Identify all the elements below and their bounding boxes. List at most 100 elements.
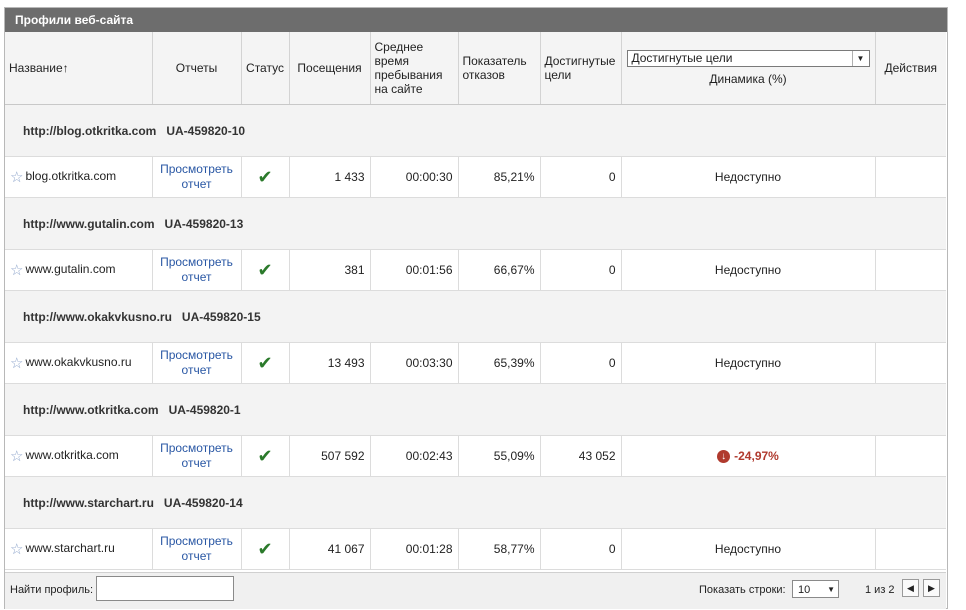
status-cell: ✔ bbox=[241, 435, 290, 477]
checkmark-icon: ✔ bbox=[257, 445, 273, 466]
checkmark-icon: ✔ bbox=[257, 166, 273, 187]
column-header-name[interactable]: Название↑ bbox=[5, 32, 153, 105]
column-header-avg-time[interactable]: Среднее время пребывания на сайте bbox=[370, 32, 459, 105]
profile-name-cell: ☆ www.starchart.ru bbox=[5, 528, 153, 570]
actions-cell bbox=[875, 435, 946, 477]
bounce-cell: 65,39% bbox=[458, 342, 541, 384]
avg-time-cell: 00:03:30 bbox=[370, 342, 459, 384]
dynamics-value: -24,97% bbox=[734, 448, 779, 463]
name-header-label: Название bbox=[9, 61, 63, 75]
profile-name: www.starchart.ru bbox=[25, 541, 115, 556]
dynamics-cell: Недоступно bbox=[621, 249, 876, 291]
view-report-link[interactable]: Просмотреть отчет bbox=[152, 342, 242, 384]
checkmark-icon: ✔ bbox=[257, 259, 273, 280]
visits-cell: 507 592 bbox=[289, 435, 371, 477]
visits-cell: 381 bbox=[289, 249, 371, 291]
bounce-cell: 58,77% bbox=[458, 528, 541, 570]
group-url: http://www.gutalin.com bbox=[23, 216, 155, 231]
status-cell: ✔ bbox=[241, 156, 290, 198]
pagination-info: 1 из 2 bbox=[865, 584, 895, 596]
checkmark-icon: ✔ bbox=[257, 538, 273, 559]
avg-time-cell: 00:00:30 bbox=[370, 156, 459, 198]
search-profile-input[interactable] bbox=[96, 576, 234, 601]
actions-cell bbox=[875, 249, 946, 291]
metric-select[interactable]: Достигнутые цели ▼ bbox=[626, 50, 870, 67]
star-icon[interactable]: ☆ bbox=[10, 262, 24, 279]
account-id: UA-459820-13 bbox=[164, 216, 244, 231]
visits-cell: 41 067 bbox=[289, 528, 371, 570]
table-row: ☆ www.otkritka.com Просмотреть отчет ✔ 50… bbox=[5, 435, 946, 477]
visits-cell: 1 433 bbox=[289, 156, 371, 198]
chevron-right-icon: ▶ bbox=[928, 583, 935, 593]
column-header-actions: Действия bbox=[875, 32, 946, 105]
profile-group-row: http://www.okakvkusno.ru UA-459820-15 bbox=[5, 290, 946, 343]
goals-cell: 0 bbox=[540, 342, 622, 384]
profile-name-cell: ☆ www.gutalin.com bbox=[5, 249, 153, 291]
profile-group-row: http://www.starchart.ru UA-459820-14 bbox=[5, 476, 946, 529]
dynamics-cell: Недоступно bbox=[621, 156, 876, 198]
avg-time-cell: 00:02:43 bbox=[370, 435, 459, 477]
column-header-dynamics: Достигнутые цели ▼ Динамика (%) bbox=[621, 32, 876, 105]
search-profile-label: Найти профиль: bbox=[10, 584, 94, 596]
profile-name-cell: ☆ blog.otkritka.com bbox=[5, 156, 153, 198]
bounce-cell: 66,67% bbox=[458, 249, 541, 291]
dynamics-cell: Недоступно bbox=[621, 528, 876, 570]
next-page-button[interactable]: ▶ bbox=[923, 579, 940, 597]
goals-cell: 0 bbox=[540, 249, 622, 291]
star-icon[interactable]: ☆ bbox=[10, 169, 24, 186]
table-row: ☆ blog.otkritka.com Просмотреть отчет ✔ 1… bbox=[5, 156, 946, 198]
column-header-visits[interactable]: Посещения bbox=[289, 32, 371, 105]
profile-name-cell: ☆ www.okakvkusno.ru bbox=[5, 342, 153, 384]
rows-per-page-select[interactable]: 10 ▼ bbox=[792, 580, 839, 598]
view-report-link[interactable]: Просмотреть отчет bbox=[152, 156, 242, 198]
column-header-goals[interactable]: Достигнутые цели bbox=[540, 32, 622, 105]
column-header-status: Статус bbox=[241, 32, 290, 105]
status-cell: ✔ bbox=[241, 342, 290, 384]
goals-cell: 0 bbox=[540, 156, 622, 198]
dynamics-cell: Недоступно bbox=[621, 342, 876, 384]
profile-group-header: http://blog.otkritka.com UA-459820-10 bbox=[5, 104, 946, 157]
goals-cell: 43 052 bbox=[540, 435, 622, 477]
group-url: http://www.okakvkusno.ru bbox=[23, 309, 172, 324]
star-icon[interactable]: ☆ bbox=[10, 541, 24, 558]
dynamics-cell: ↓ -24,97% bbox=[621, 435, 876, 477]
table-row: ☆ www.gutalin.com Просмотреть отчет ✔ 381… bbox=[5, 249, 946, 291]
view-report-link[interactable]: Просмотреть отчет bbox=[152, 249, 242, 291]
table-footer: Найти профиль: Показать строки: 10 ▼ 1 и… bbox=[5, 572, 946, 609]
profile-group-row: http://www.otkritka.com UA-459820-1 bbox=[5, 383, 946, 436]
bounce-cell: 85,21% bbox=[458, 156, 541, 198]
chevron-left-icon: ◀ bbox=[907, 583, 914, 593]
account-id: UA-459820-14 bbox=[163, 495, 243, 510]
view-report-link[interactable]: Просмотреть отчет bbox=[152, 528, 242, 570]
arrow-down-icon: ↓ bbox=[717, 450, 731, 464]
dynamics-label: Динамика (%) bbox=[709, 72, 787, 86]
status-cell: ✔ bbox=[241, 249, 290, 291]
column-header-bounce[interactable]: Показатель отказов bbox=[458, 32, 541, 105]
profile-group-header: http://www.okakvkusno.ru UA-459820-15 bbox=[5, 290, 946, 343]
account-id: UA-459820-15 bbox=[181, 309, 261, 324]
chevron-down-icon: ▼ bbox=[851, 51, 869, 66]
profiles-panel: Профили веб-сайта Название↑ Отчеты Стату… bbox=[4, 7, 948, 609]
metric-select-value: Достигнутые цели bbox=[631, 51, 733, 65]
profile-name: www.gutalin.com bbox=[25, 262, 116, 277]
profile-name-cell: ☆ www.otkritka.com bbox=[5, 435, 153, 477]
profile-name: www.okakvkusno.ru bbox=[25, 355, 132, 370]
table-row: ☆ www.okakvkusno.ru Просмотреть отчет ✔ 1… bbox=[5, 342, 946, 384]
sort-ascending-icon: ↑ bbox=[62, 61, 69, 75]
actions-cell bbox=[875, 528, 946, 570]
profile-group-row: http://blog.otkritka.com UA-459820-10 bbox=[5, 104, 946, 157]
profile-group-header: http://www.otkritka.com UA-459820-1 bbox=[5, 383, 946, 436]
avg-time-cell: 00:01:56 bbox=[370, 249, 459, 291]
profile-group-row: http://www.gutalin.com UA-459820-13 bbox=[5, 197, 946, 250]
chevron-down-icon: ▼ bbox=[827, 585, 835, 594]
header-row: Название↑ Отчеты Статус Посещения Средне… bbox=[5, 32, 946, 105]
actions-cell bbox=[875, 342, 946, 384]
account-id: UA-459820-1 bbox=[168, 402, 241, 417]
account-id: UA-459820-10 bbox=[166, 123, 246, 138]
view-report-link[interactable]: Просмотреть отчет bbox=[152, 435, 242, 477]
star-icon[interactable]: ☆ bbox=[10, 448, 24, 465]
previous-page-button[interactable]: ◀ bbox=[902, 579, 919, 597]
profile-name: www.otkritka.com bbox=[25, 448, 119, 463]
column-header-reports: Отчеты bbox=[152, 32, 242, 105]
star-icon[interactable]: ☆ bbox=[10, 355, 24, 372]
